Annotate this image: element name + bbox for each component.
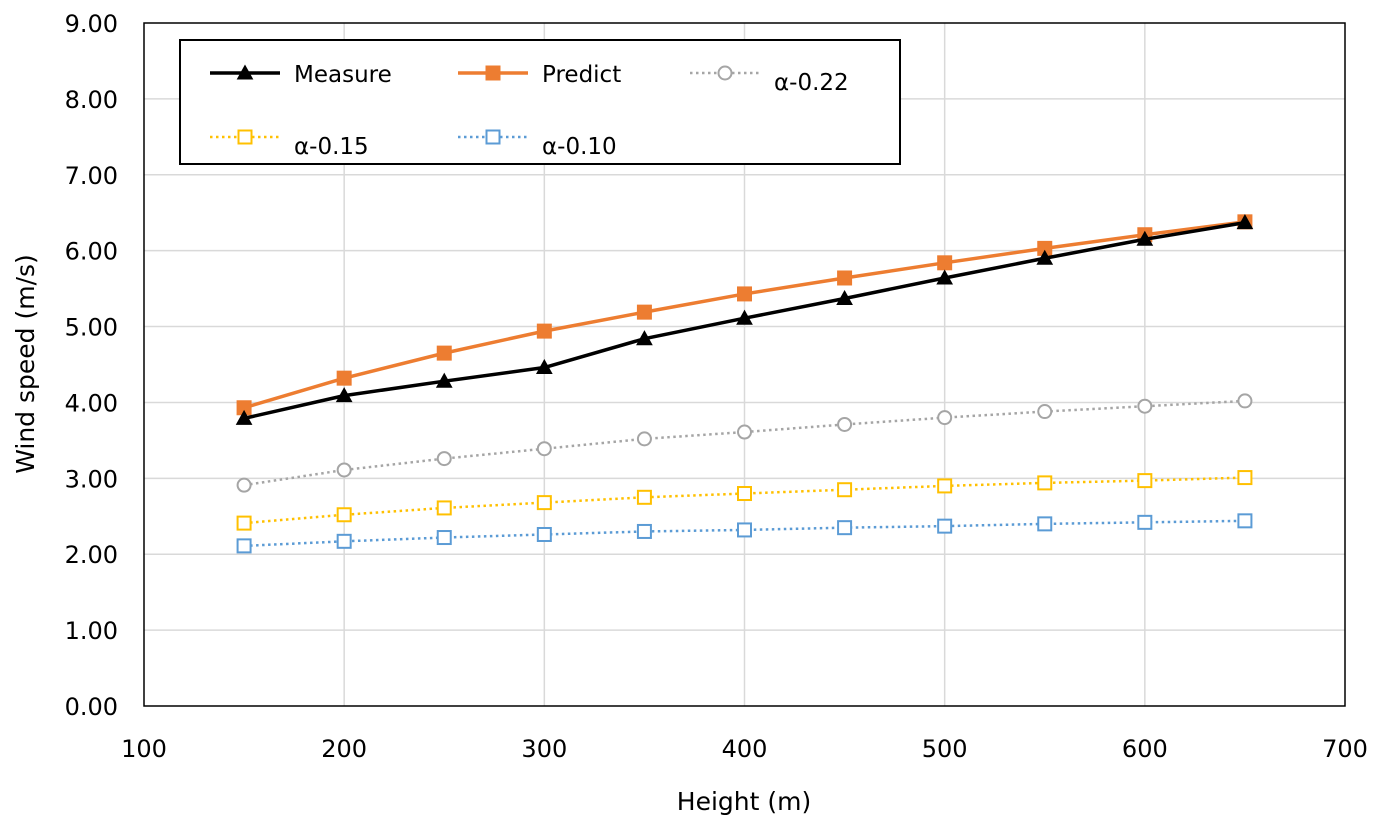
x-tick-label: 400 (722, 735, 768, 763)
legend-label: α-0.22 (774, 70, 849, 96)
data-point (436, 345, 452, 361)
data-point (535, 359, 553, 375)
data-point (1037, 516, 1053, 532)
legend-item: Predict (458, 62, 621, 88)
data-point (1037, 404, 1053, 420)
series-4 (236, 470, 1253, 531)
data-point (837, 482, 853, 498)
data-point (336, 370, 352, 386)
data-point (837, 270, 853, 286)
legend-marker (485, 129, 501, 145)
legend-item: α-0.10 (458, 129, 617, 160)
data-point (636, 523, 652, 539)
data-point (336, 462, 352, 478)
data-point (1137, 473, 1153, 489)
data-point (937, 518, 953, 534)
x-tick-label: 300 (521, 735, 567, 763)
legend-item: Measure (210, 62, 392, 88)
data-point (636, 489, 652, 505)
data-point (536, 441, 552, 457)
data-point (736, 309, 753, 325)
data-point (336, 507, 352, 523)
legend: Measure Predict α-0.22 α-0.15 α-0.10 (179, 39, 901, 165)
legend-label: Predict (542, 62, 621, 88)
plot-area (143, 22, 1346, 707)
y-tick-label: 3.00 (65, 465, 118, 493)
series-line (243, 476, 1245, 525)
y-tick-label: 2.00 (65, 541, 118, 569)
data-point (536, 526, 552, 542)
legend-label: Measure (294, 62, 392, 88)
y-tick-label: 8.00 (65, 86, 118, 114)
y-tick-label: 9.00 (65, 10, 118, 38)
data-point (436, 500, 452, 516)
legend-item: α-0.22 (690, 65, 849, 96)
data-point (336, 533, 352, 549)
data-point (1237, 513, 1253, 529)
tick-labels: 0.00 1.00 2.00 3.00 4.00 5.00 6.00 7.00 8.00 9.00… (65, 10, 1368, 763)
series-1 (235, 214, 1254, 425)
data-point (737, 486, 752, 502)
legend-marker (236, 64, 254, 80)
data-point (1237, 393, 1253, 409)
data-point (1036, 249, 1054, 265)
y-axis-label: Wind speed (m/s) (11, 254, 40, 474)
data-point (436, 451, 452, 467)
x-tick-label: 700 (1322, 735, 1368, 763)
data-point (335, 387, 353, 403)
data-point (435, 372, 453, 388)
data-point (236, 477, 252, 493)
y-tick-label: 5.00 (65, 314, 118, 342)
y-tick-label: 7.00 (65, 162, 118, 190)
series-layer (235, 214, 1254, 554)
data-point (936, 269, 954, 285)
series-line (244, 519, 1245, 548)
data-point (236, 515, 252, 531)
data-point (235, 409, 253, 425)
data-point (737, 522, 752, 538)
data-point (937, 410, 953, 426)
x-tick-label: 100 (121, 735, 167, 763)
data-point (737, 286, 752, 302)
data-point (937, 478, 953, 494)
data-point (837, 416, 853, 432)
data-point (1137, 514, 1153, 530)
y-tick-label: 1.00 (65, 617, 118, 645)
data-point (837, 520, 853, 536)
series-line (243, 399, 1245, 487)
data-point (1236, 214, 1254, 230)
legend-marker (237, 129, 253, 145)
series-5 (236, 513, 1253, 554)
data-point (1037, 475, 1053, 491)
x-axis-label: Height (m) (677, 787, 811, 816)
x-tick-label: 500 (922, 735, 968, 763)
y-tick-label: 4.00 (65, 389, 118, 417)
legend-item: α-0.15 (210, 129, 369, 160)
data-point (536, 323, 552, 339)
data-point (1237, 470, 1253, 486)
legend-box (179, 39, 901, 165)
legend-marker (485, 65, 501, 81)
legend-marker (717, 65, 733, 81)
data-point (436, 530, 452, 546)
x-tick-label: 200 (321, 735, 367, 763)
legend-label: α-0.15 (294, 134, 369, 160)
data-point (937, 255, 953, 271)
data-point (1137, 398, 1153, 414)
data-point (236, 538, 252, 554)
data-point (536, 495, 552, 511)
data-point (636, 304, 652, 320)
data-point (636, 330, 653, 346)
legend-label: α-0.10 (542, 134, 617, 160)
y-tick-label: 0.00 (65, 693, 118, 721)
data-point (836, 289, 853, 305)
data-point (1136, 230, 1154, 246)
series-3 (236, 393, 1253, 493)
y-tick-label: 6.00 (65, 238, 118, 266)
data-point (636, 431, 652, 447)
x-tick-label: 600 (1122, 735, 1168, 763)
data-point (737, 424, 752, 440)
